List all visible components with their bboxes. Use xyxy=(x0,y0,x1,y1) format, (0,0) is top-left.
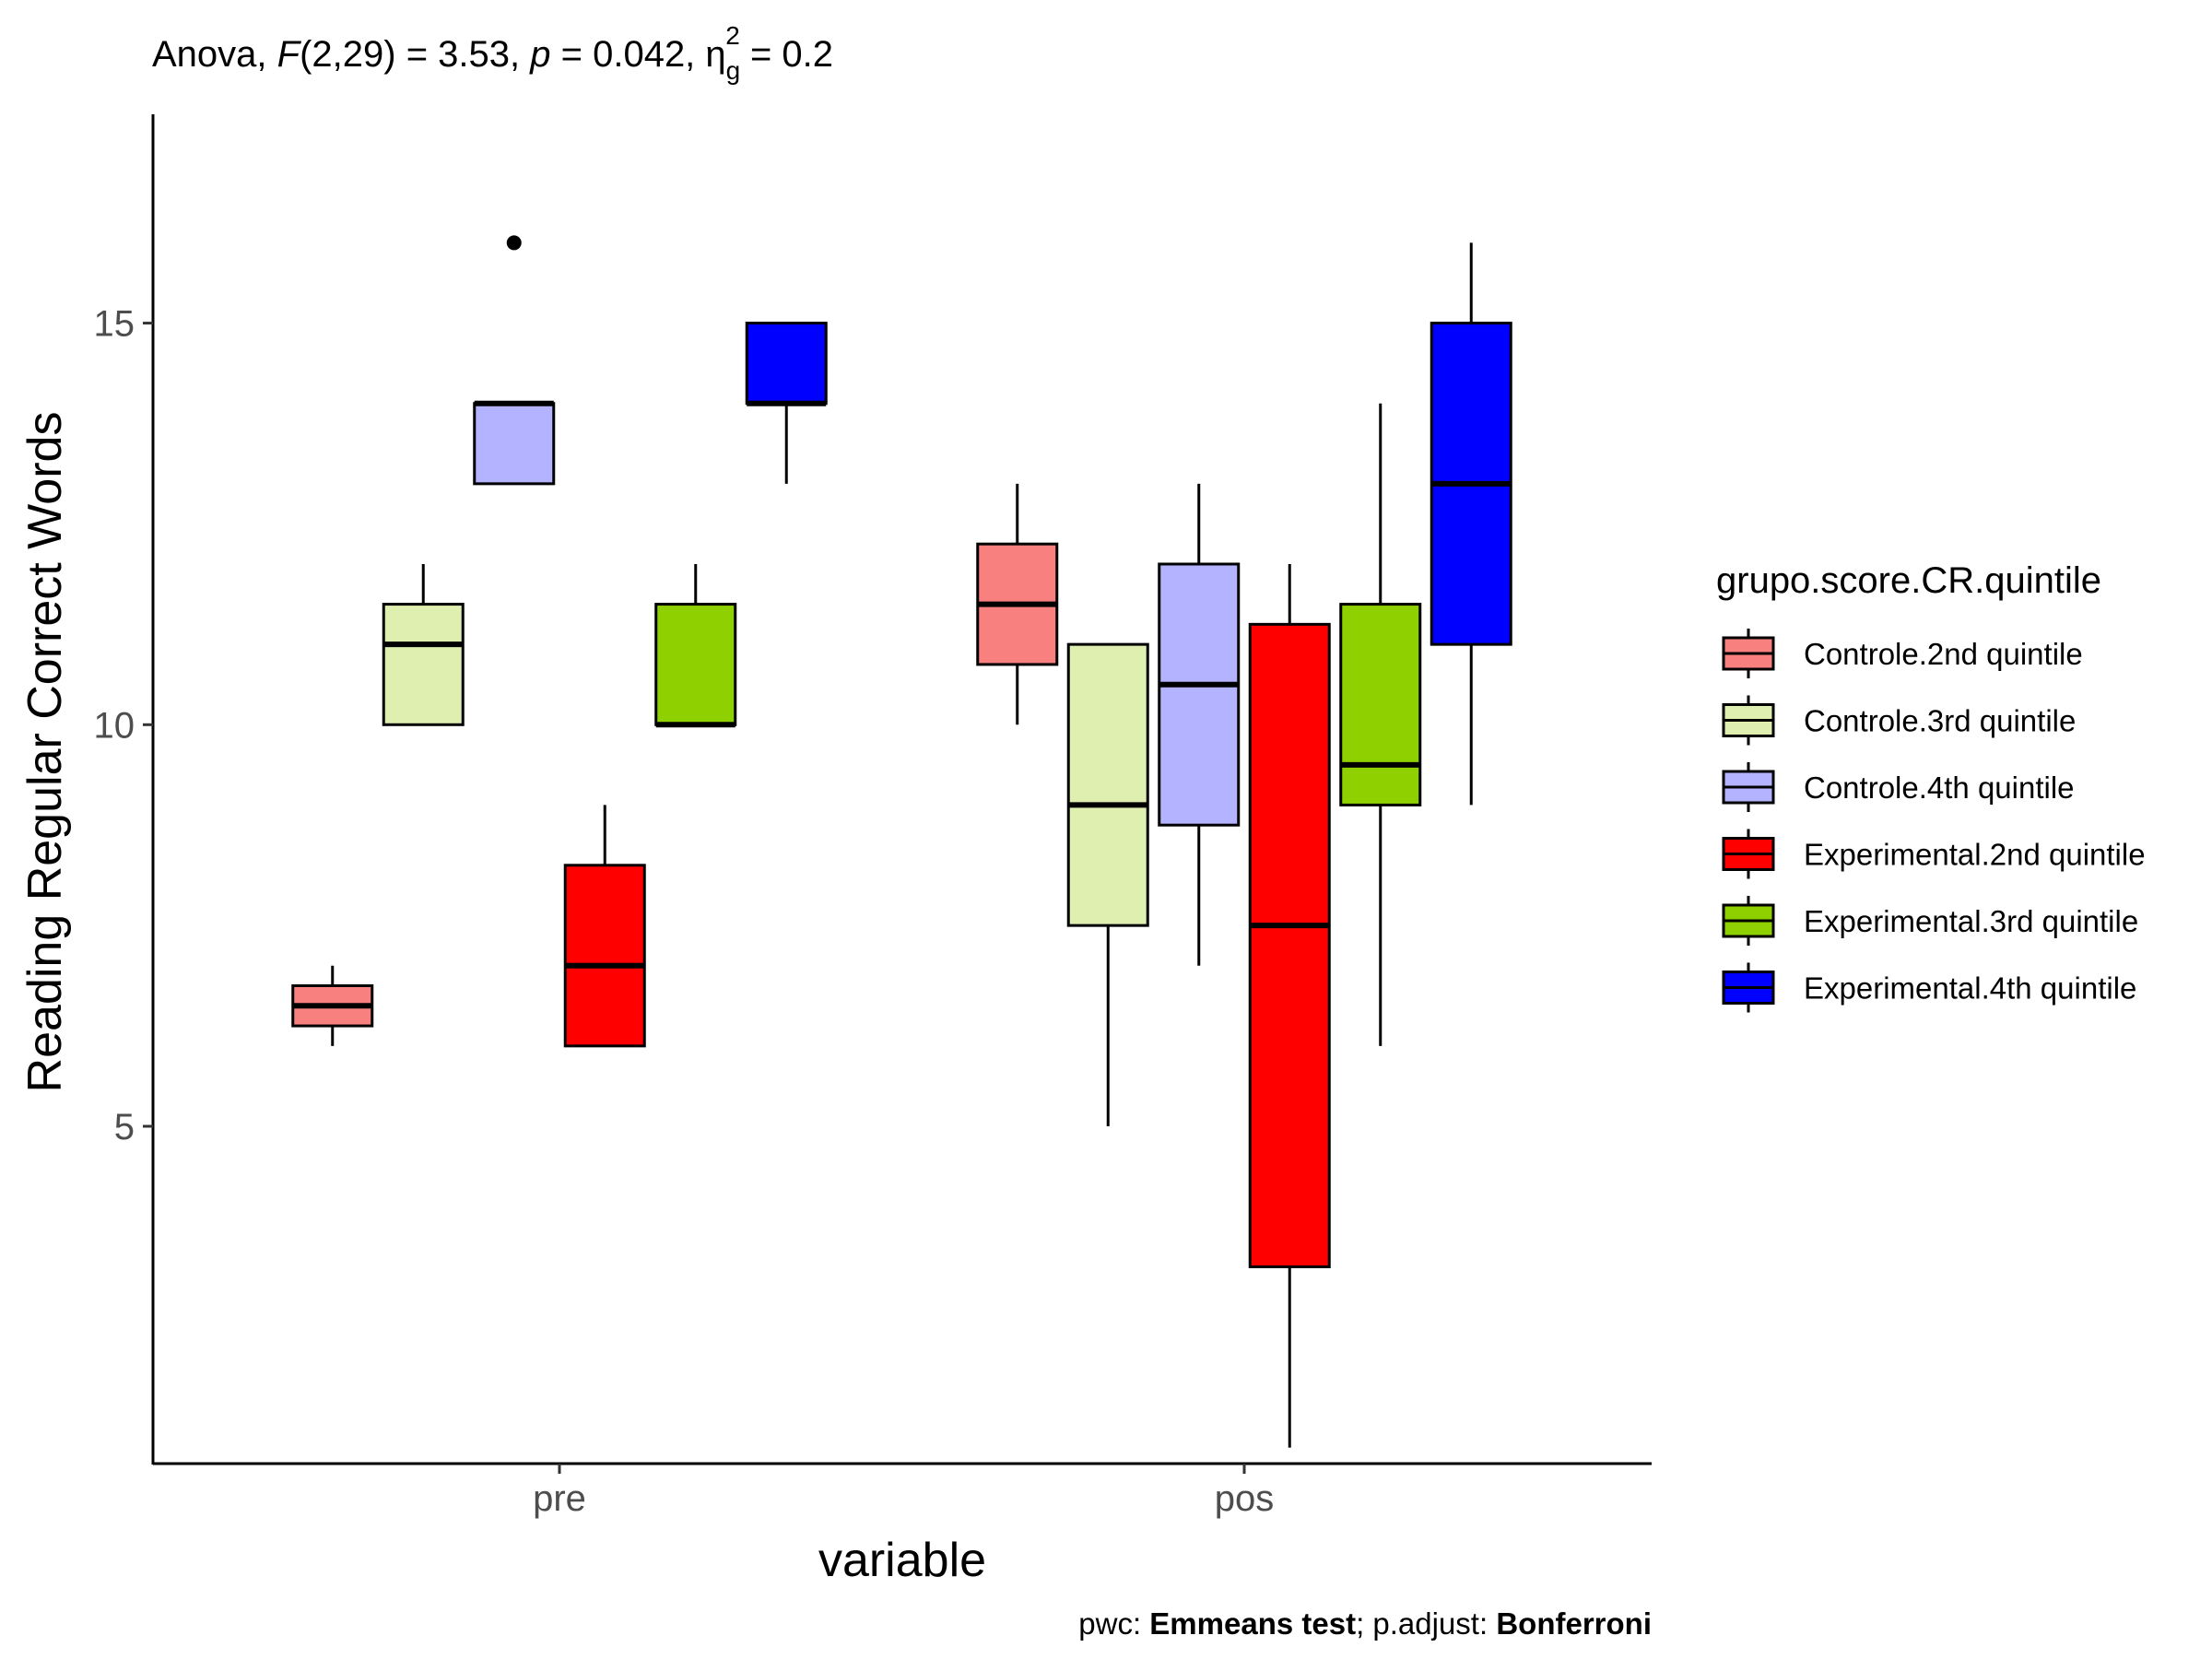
legend-item-1: Controle.3rd quintile xyxy=(1722,695,2076,746)
x-tick-label: pos xyxy=(1215,1478,1275,1519)
title-p-symbol: p xyxy=(529,34,550,75)
title-f-df: (2,29) = 3.53, xyxy=(300,34,530,75)
caption-separator: ; p.adjust: xyxy=(1356,1606,1496,1641)
title-eta-superscript: 2 xyxy=(725,21,740,50)
box-4-pre xyxy=(654,564,737,728)
caption-adjust-value: Bonferroni xyxy=(1496,1606,1652,1641)
title-prefix: Anova, xyxy=(152,34,277,75)
legend-item-0: Controle.2nd quintile xyxy=(1722,629,2083,678)
title-eta-subscript: g xyxy=(726,56,741,85)
box-body xyxy=(1339,603,1422,806)
legend-label: Controle.3rd quintile xyxy=(1804,704,2076,738)
legend: Controle.2nd quintile Controle.3rd quinti… xyxy=(1722,629,2146,1013)
box-1-pos xyxy=(1066,642,1149,1126)
y-tick-label: 10 xyxy=(94,705,135,746)
legend-label: Controle.4th quintile xyxy=(1804,771,2075,805)
legend-item-2: Controle.4th quintile xyxy=(1722,762,2075,812)
title-f-symbol: F xyxy=(277,34,302,75)
box-5-pre xyxy=(745,322,828,484)
caption-pwc-label: pwc: xyxy=(1078,1606,1149,1641)
y-tick-label: 15 xyxy=(94,304,135,345)
legend-label: Experimental.3rd quintile xyxy=(1804,904,2138,938)
box-outlier xyxy=(506,235,522,251)
box-body xyxy=(563,864,646,1048)
legend-label: Experimental.4th quintile xyxy=(1804,971,2136,1006)
title-eta-value: = 0.2 xyxy=(740,34,833,75)
box-0-pos xyxy=(976,483,1059,725)
box-2-pos xyxy=(1158,483,1241,966)
boxes-layer xyxy=(291,235,1512,1448)
box-3-pre xyxy=(563,805,646,1048)
box-0-pre xyxy=(291,965,374,1046)
title-p-value: = 0.042, xyxy=(551,34,706,75)
box-body xyxy=(1248,622,1331,1268)
title-eta-symbol: η xyxy=(705,34,725,75)
y-tick-label: 5 xyxy=(114,1107,135,1147)
box-body xyxy=(654,603,737,726)
box-4-pos xyxy=(1339,403,1422,1046)
box-body xyxy=(473,402,556,486)
box-body xyxy=(745,322,828,406)
legend-label: Controle.2nd quintile xyxy=(1804,637,2083,671)
chart-caption: pwc: Emmeans test; p.adjust: Bonferroni xyxy=(1078,1606,1652,1641)
y-axis-title: Reading Regular Correct Words xyxy=(18,412,72,1093)
box-3-pos xyxy=(1248,564,1331,1448)
x-tick-label: pre xyxy=(533,1478,586,1519)
caption-pwc-value: Emmeans test xyxy=(1149,1606,1356,1641)
box-body xyxy=(1066,642,1149,927)
y-ticks-layer: 5 10 15 xyxy=(94,304,153,1147)
legend-item-4: Experimental.3rd quintile xyxy=(1722,896,2138,946)
box-2-pre xyxy=(473,235,556,486)
box-body xyxy=(1158,562,1241,827)
box-5-pos xyxy=(1430,242,1512,806)
x-axis-title: variable xyxy=(818,1534,986,1587)
box-1-pre xyxy=(382,564,465,726)
legend-item-3: Experimental.2nd quintile xyxy=(1722,829,2146,879)
legend-label: Experimental.2nd quintile xyxy=(1804,838,2146,872)
box-body xyxy=(382,603,465,726)
legend-title: grupo.score.CR.quintile xyxy=(1716,560,2101,601)
x-ticks-layer: pre pos xyxy=(533,1464,1274,1519)
legend-item-5: Experimental.4th quintile xyxy=(1722,962,2136,1013)
chart-title: Anova, F(2,29) = 3.53, p = 0.042, ηg 2 = … xyxy=(152,21,833,85)
